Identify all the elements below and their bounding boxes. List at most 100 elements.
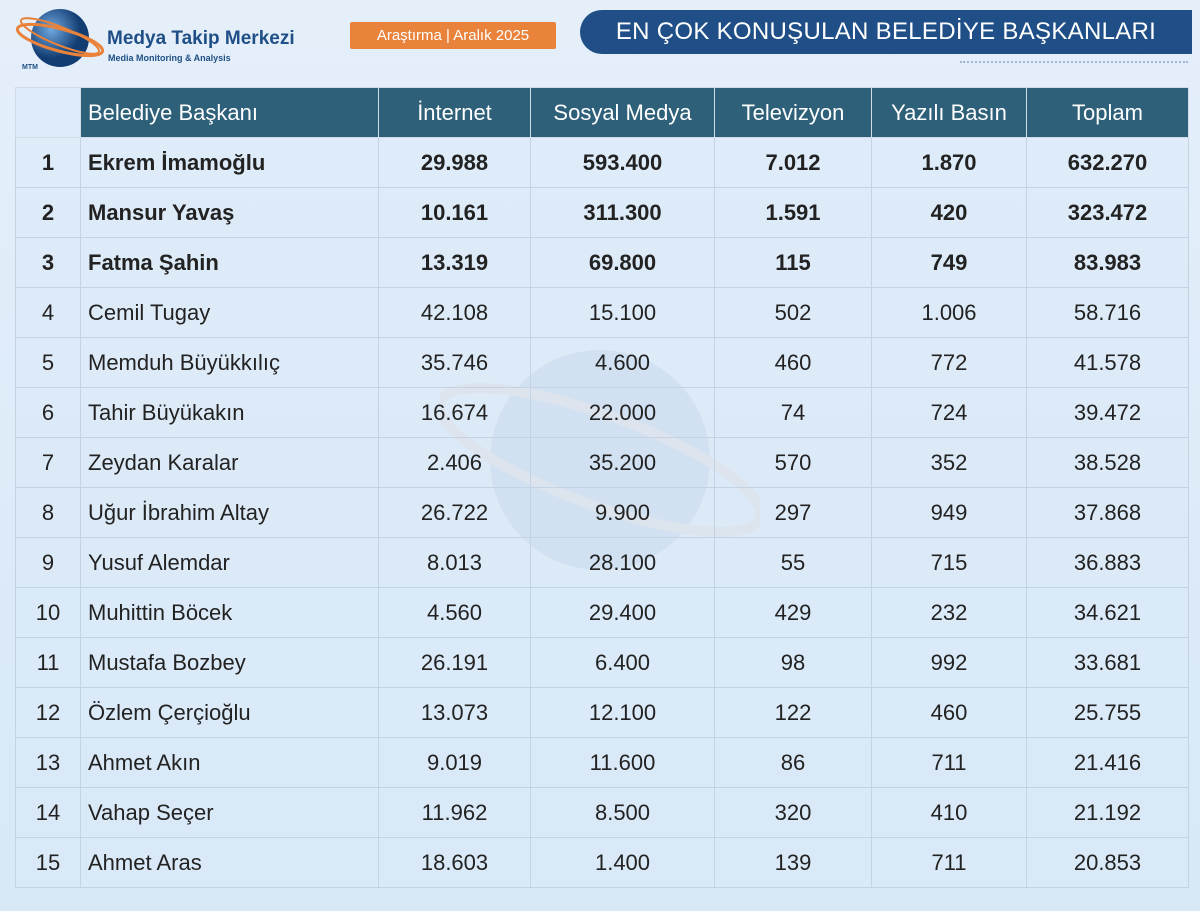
value-cell: 9.019: [378, 737, 531, 788]
logo: [15, 9, 105, 67]
value-cell: 98: [714, 637, 872, 688]
value-cell: 460: [714, 337, 872, 388]
value-cell: 36.883: [1026, 537, 1189, 588]
title: EN ÇOK KONUŞULAN BELEDİYE BAŞKANLARI: [580, 10, 1192, 54]
value-cell: 1.870: [871, 137, 1027, 188]
name-cell: Özlem Çerçioğlu: [80, 687, 379, 738]
value-cell: 74: [714, 387, 872, 438]
name-cell: Uğur İbrahim Altay: [80, 487, 379, 538]
value-cell: 570: [714, 437, 872, 488]
value-cell: 352: [871, 437, 1027, 488]
value-cell: 749: [871, 237, 1027, 288]
rank-cell: 4: [15, 287, 81, 338]
table-row: 7 Zeydan Karalar 2.406 35.200 570 352 38.528: [15, 437, 1189, 488]
column-header: Yazılı Basın: [871, 87, 1027, 138]
value-cell: 83.983: [1026, 237, 1189, 288]
value-cell: 58.716: [1026, 287, 1189, 338]
value-cell: 33.681: [1026, 637, 1189, 688]
value-cell: 311.300: [530, 187, 715, 238]
value-cell: 8.013: [378, 537, 531, 588]
divider: [960, 61, 1188, 63]
column-header: Televizyon: [714, 87, 872, 138]
value-cell: 711: [871, 837, 1027, 888]
table-row: 4 Cemil Tugay 42.108 15.100 502 1.006 58.716: [15, 287, 1189, 338]
value-cell: 992: [871, 637, 1027, 688]
rank-cell: 12: [15, 687, 81, 738]
value-cell: 232: [871, 587, 1027, 638]
table-row: 6 Tahir Büyükakın 16.674 22.000 74 724 39.472: [15, 387, 1189, 438]
table-row: 9 Yusuf Alemdar 8.013 28.100 55 715 36.883: [15, 537, 1189, 588]
value-cell: 320: [714, 787, 872, 838]
value-cell: 42.108: [378, 287, 531, 338]
value-cell: 1.400: [530, 837, 715, 888]
value-cell: 13.319: [378, 237, 531, 288]
value-cell: 711: [871, 737, 1027, 788]
logo-text: MTM: [22, 64, 38, 71]
value-cell: 410: [871, 787, 1027, 838]
value-cell: 460: [871, 687, 1027, 738]
rank-cell: 3: [15, 237, 81, 288]
value-cell: 429: [714, 587, 872, 638]
value-cell: 11.962: [378, 787, 531, 838]
rank-cell: 5: [15, 337, 81, 388]
value-cell: 297: [714, 487, 872, 538]
value-cell: 632.270: [1026, 137, 1189, 188]
brand-subtitle: Media Monitoring & Analysis: [108, 53, 231, 63]
value-cell: 22.000: [530, 387, 715, 438]
value-cell: 7.012: [714, 137, 872, 188]
brand: Medya Takip Merkezi: [107, 28, 295, 49]
value-cell: 10.161: [378, 187, 531, 238]
column-header: Toplam: [1026, 87, 1189, 138]
value-cell: 2.406: [378, 437, 531, 488]
name-cell: Memduh Büyükkılıç: [80, 337, 379, 388]
value-cell: 34.621: [1026, 587, 1189, 638]
name-cell: Vahap Seçer: [80, 787, 379, 838]
value-cell: 86: [714, 737, 872, 788]
value-cell: 16.674: [378, 387, 531, 438]
value-cell: 323.472: [1026, 187, 1189, 238]
value-cell: 4.560: [378, 587, 531, 638]
table-row: 15 Ahmet Aras 18.603 1.400 139 711 20.853: [15, 837, 1189, 888]
table-row: 5 Memduh Büyükkılıç 35.746 4.600 460 772 41.57…: [15, 337, 1189, 388]
value-cell: 26.191: [378, 637, 531, 688]
column-header: Belediye Başkanı: [80, 87, 379, 138]
name-cell: Ahmet Aras: [80, 837, 379, 888]
rank-cell: 10: [15, 587, 81, 638]
table-row: 13 Ahmet Akın 9.019 11.600 86 711 21.416: [15, 737, 1189, 788]
rank-cell: 13: [15, 737, 81, 788]
column-header: İnternet: [378, 87, 531, 138]
table-row: 11 Mustafa Bozbey 26.191 6.400 98 992 33.681: [15, 637, 1189, 688]
name-cell: Mansur Yavaş: [80, 187, 379, 238]
name-cell: Ekrem İmamoğlu: [80, 137, 379, 188]
rank-cell: 9: [15, 537, 81, 588]
table-row: 3 Fatma Şahin 13.319 69.800 115 749 83.983: [15, 237, 1189, 288]
value-cell: 41.578: [1026, 337, 1189, 388]
value-cell: 11.600: [530, 737, 715, 788]
table-row: 8 Uğur İbrahim Altay 26.722 9.900 297 949 37.8…: [15, 487, 1189, 538]
value-cell: 39.472: [1026, 387, 1189, 438]
rank-cell: 8: [15, 487, 81, 538]
name-cell: Ahmet Akın: [80, 737, 379, 788]
rank-cell: 1: [15, 137, 81, 188]
header: MTM Medya Takip Merkezi Media Monitoring…: [0, 0, 1200, 80]
table-row: 12 Özlem Çerçioğlu 13.073 12.100 122 460 25.75…: [15, 687, 1189, 738]
value-cell: 8.500: [530, 787, 715, 838]
value-cell: 38.528: [1026, 437, 1189, 488]
value-cell: 502: [714, 287, 872, 338]
value-cell: 1.006: [871, 287, 1027, 338]
value-cell: 772: [871, 337, 1027, 388]
value-cell: 21.416: [1026, 737, 1189, 788]
name-cell: Zeydan Karalar: [80, 437, 379, 488]
value-cell: 13.073: [378, 687, 531, 738]
value-cell: 12.100: [530, 687, 715, 738]
table-row: 14 Vahap Seçer 11.962 8.500 320 410 21.192: [15, 787, 1189, 838]
value-cell: 25.755: [1026, 687, 1189, 738]
value-cell: 593.400: [530, 137, 715, 188]
value-cell: 18.603: [378, 837, 531, 888]
value-cell: 724: [871, 387, 1027, 438]
rank-cell: 11: [15, 637, 81, 688]
value-cell: 28.100: [530, 537, 715, 588]
table-row: 1 Ekrem İmamoğlu 29.988 593.400 7.012 1.870 63…: [15, 137, 1189, 188]
name-cell: Fatma Şahin: [80, 237, 379, 288]
table-row: 2 Mansur Yavaş 10.161 311.300 1.591 420 323.47…: [15, 187, 1189, 238]
